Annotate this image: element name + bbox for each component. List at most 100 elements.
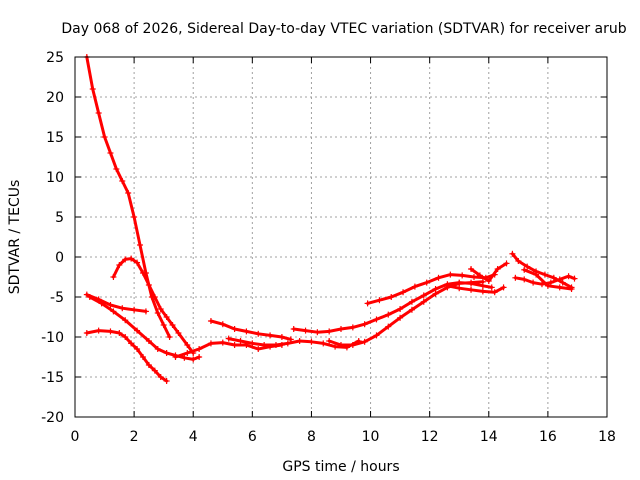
- data-point-arc-7: [267, 332, 274, 339]
- data-point-arc-1: [101, 134, 108, 140]
- data-point-arc-8: [249, 340, 256, 347]
- data-point-arc-4: [98, 300, 105, 307]
- data-point-arc-4: [154, 346, 161, 352]
- data-point-arc-5: [145, 282, 152, 288]
- data-point-arc-14: [515, 258, 522, 264]
- x-tick-label: 6: [248, 429, 257, 445]
- data-point-arc-12: [444, 282, 451, 289]
- data-point-arc-15: [571, 275, 578, 282]
- data-point-arc-3: [119, 305, 126, 312]
- data-point-arc-7: [207, 318, 214, 324]
- data-point-arc-12: [456, 285, 463, 292]
- data-point-arc-9: [314, 329, 321, 336]
- data-point-arc-9: [420, 292, 427, 299]
- data-point-arc-3: [107, 302, 114, 308]
- data-point-arc-6: [219, 339, 226, 346]
- x-tick-label: 0: [71, 429, 80, 445]
- data-point-arc-11: [411, 283, 418, 290]
- y-tick-label: -5: [50, 290, 64, 306]
- data-point-arc-8: [296, 338, 303, 344]
- data-point-arc-8: [284, 340, 291, 347]
- data-point-arc-15: [512, 274, 519, 281]
- y-tick-label: 10: [46, 170, 64, 186]
- data-point-arc-9: [290, 326, 297, 332]
- data-point-arc-5: [157, 306, 164, 312]
- y-axis-label: SDTVAR / TECUs: [7, 180, 23, 295]
- data-point-arc-14: [524, 263, 531, 270]
- data-point-arc-5: [134, 259, 141, 266]
- data-point-arc-10: [349, 342, 356, 348]
- x-axis-label: GPS time / hours: [282, 459, 399, 475]
- data-point-arc-2: [145, 362, 152, 368]
- data-point-arc-10: [420, 298, 427, 305]
- data-point-arc-5: [122, 256, 129, 263]
- data-point-arc-14: [550, 274, 557, 281]
- data-point-arc-7: [243, 328, 250, 335]
- data-point-arc-2: [157, 374, 164, 380]
- y-tick-label: 15: [46, 130, 64, 146]
- data-point-arc-1: [107, 150, 114, 156]
- data-point-arc-5: [184, 342, 191, 348]
- y-tick-label: 0: [55, 250, 64, 266]
- data-point-arc-2: [151, 367, 158, 374]
- y-tick-label: -20: [41, 410, 64, 426]
- data-point-arc-11: [388, 294, 395, 300]
- data-point-arc-7: [219, 321, 226, 328]
- data-point-arc-16: [533, 271, 540, 278]
- data-point-arc-9: [373, 316, 380, 323]
- data-point-arc-9: [488, 284, 495, 291]
- data-point-arc-8: [308, 338, 315, 345]
- x-tick-label: 10: [362, 429, 380, 445]
- data-point-arc-10: [468, 279, 475, 286]
- data-point-arc-2: [163, 378, 170, 384]
- data-point-arc-4: [163, 350, 170, 356]
- data-point-arc-10: [479, 278, 486, 285]
- data-point-arc-14: [541, 271, 548, 278]
- data-point-arc-8: [332, 343, 339, 350]
- x-tick-label: 12: [421, 429, 439, 445]
- y-tick-label: 5: [55, 210, 64, 226]
- data-point-arc-16: [521, 266, 528, 273]
- data-point-arc-13: [494, 266, 501, 272]
- data-point-arc-2: [122, 334, 129, 340]
- data-point-arc-8: [320, 340, 327, 347]
- data-point-arc-16: [568, 286, 575, 292]
- data-point-arc-8: [261, 342, 268, 348]
- data-point-arc-1: [89, 86, 96, 92]
- data-point-arc-10: [397, 314, 404, 321]
- data-point-arc-10: [361, 338, 368, 345]
- x-tick-label: 16: [539, 429, 557, 445]
- data-point-arc-13: [503, 260, 510, 267]
- y-tick-label: 25: [46, 50, 64, 66]
- data-point-arc-5: [151, 294, 158, 300]
- data-point-arc-15: [521, 276, 528, 283]
- data-point-arc-16: [556, 284, 563, 291]
- data-point-arc-4: [86, 294, 93, 300]
- data-point-arc-6: [207, 340, 214, 347]
- data-point-arc-7: [278, 334, 285, 340]
- data-point-arc-2: [139, 354, 146, 360]
- plot-frame: [74, 56, 608, 418]
- x-tick-label: 14: [480, 429, 498, 445]
- data-point-arc-6: [196, 346, 203, 352]
- series-line-arc-4: [88, 295, 201, 361]
- data-point-arc-1: [166, 334, 173, 340]
- data-point-arc-11: [471, 274, 477, 280]
- data-point-arc-5: [169, 322, 176, 328]
- data-point-arc-4: [145, 338, 152, 344]
- data-point-arc-9: [385, 311, 392, 318]
- y-tick-label: -10: [41, 330, 64, 346]
- data-point-arc-7: [231, 326, 238, 332]
- grid-layer: [75, 57, 607, 417]
- data-point-arc-7: [255, 330, 262, 337]
- data-point-arc-14: [559, 279, 566, 286]
- data-point-arc-4: [196, 354, 203, 360]
- data-point-arc-15: [530, 279, 537, 286]
- data-point-arc-2: [134, 346, 141, 352]
- data-point-arc-8: [237, 338, 244, 344]
- data-point-arc-4: [190, 356, 197, 363]
- data-point-arc-9: [361, 321, 368, 328]
- data-point-arc-1: [113, 166, 120, 172]
- data-point-arc-4: [122, 317, 129, 324]
